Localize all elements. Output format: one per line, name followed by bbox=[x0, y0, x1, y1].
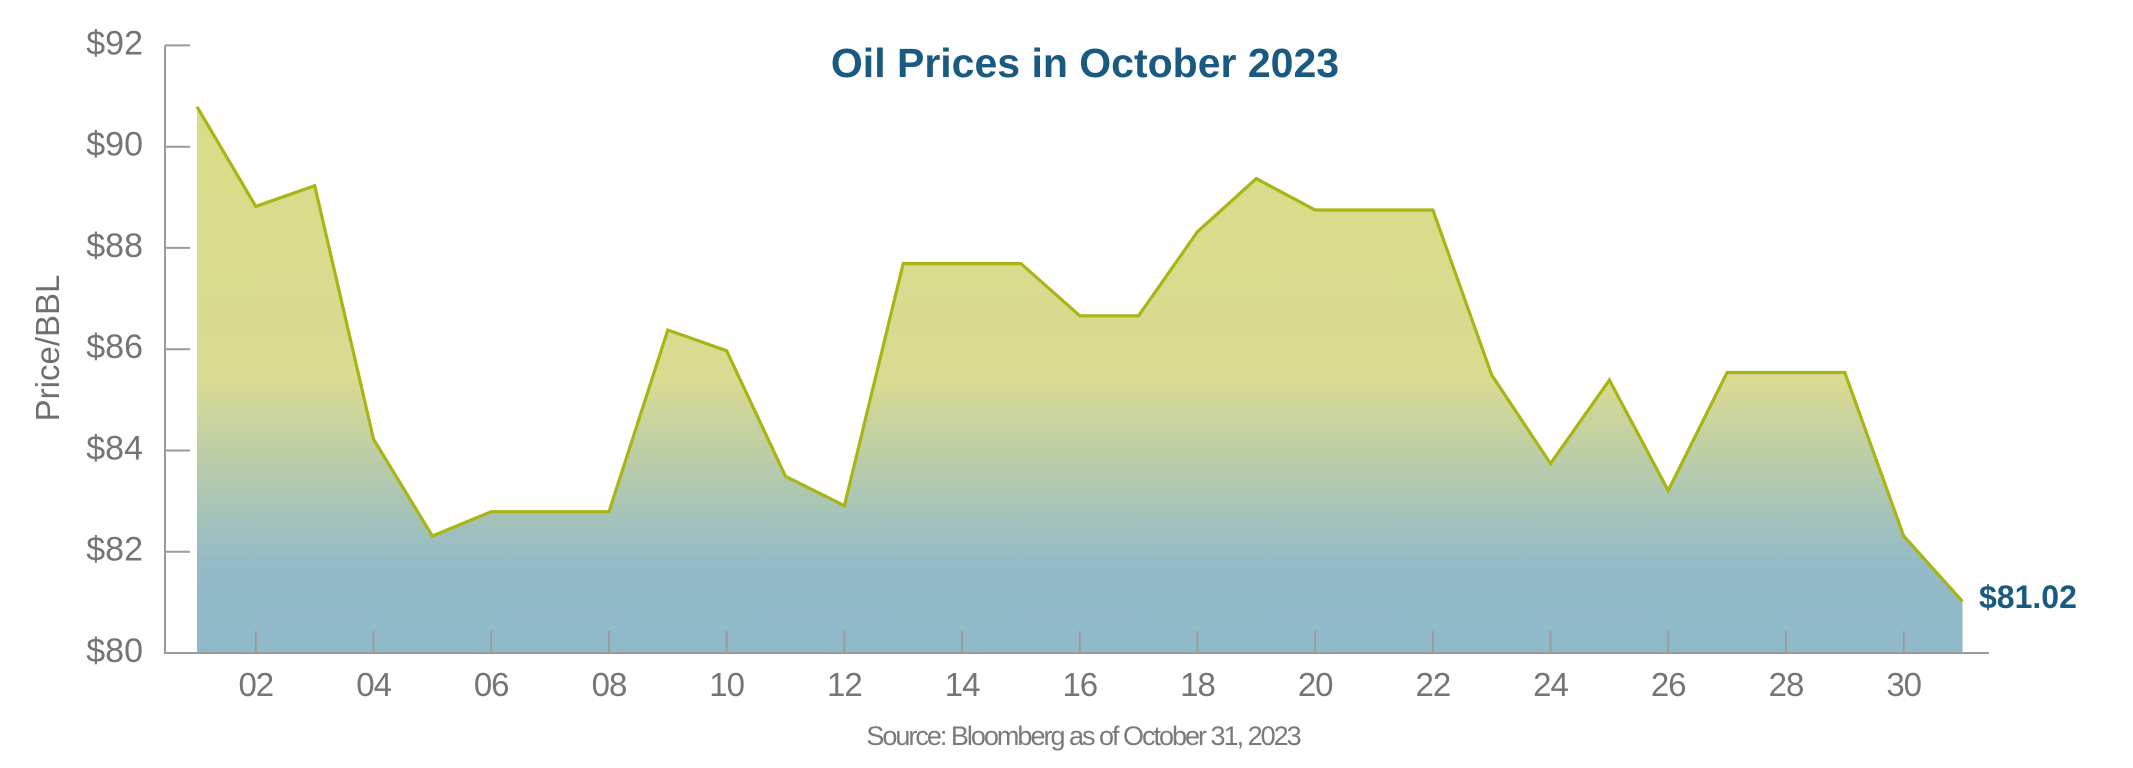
svg-text:Source: Bloomberg as of Octobe: Source: Bloomberg as of October 31, 2023 bbox=[866, 721, 1300, 751]
svg-text:08: 08 bbox=[592, 666, 627, 703]
svg-text:24: 24 bbox=[1533, 666, 1568, 703]
svg-text:16: 16 bbox=[1062, 666, 1097, 703]
svg-text:$81.02: $81.02 bbox=[1979, 579, 2077, 615]
svg-text:30: 30 bbox=[1886, 666, 1921, 703]
svg-text:18: 18 bbox=[1180, 666, 1215, 703]
svg-text:$82: $82 bbox=[86, 531, 143, 569]
svg-text:$86: $86 bbox=[86, 328, 143, 366]
svg-text:Oil Prices in October 2023: Oil Prices in October 2023 bbox=[831, 40, 1339, 86]
svg-text:06: 06 bbox=[474, 666, 509, 703]
svg-text:20: 20 bbox=[1298, 666, 1333, 703]
svg-text:$84: $84 bbox=[86, 430, 143, 468]
svg-text:04: 04 bbox=[356, 666, 391, 703]
svg-text:$80: $80 bbox=[86, 632, 143, 670]
svg-text:10: 10 bbox=[709, 666, 744, 703]
svg-text:12: 12 bbox=[827, 666, 862, 703]
svg-text:22: 22 bbox=[1416, 666, 1451, 703]
svg-text:28: 28 bbox=[1769, 666, 1804, 703]
svg-text:26: 26 bbox=[1651, 666, 1686, 703]
svg-text:$88: $88 bbox=[86, 227, 143, 265]
svg-text:Price/BBL: Price/BBL bbox=[29, 275, 66, 422]
svg-text:$90: $90 bbox=[86, 126, 143, 164]
svg-text:$92: $92 bbox=[86, 24, 143, 62]
svg-text:14: 14 bbox=[945, 666, 980, 703]
svg-text:02: 02 bbox=[238, 666, 273, 703]
